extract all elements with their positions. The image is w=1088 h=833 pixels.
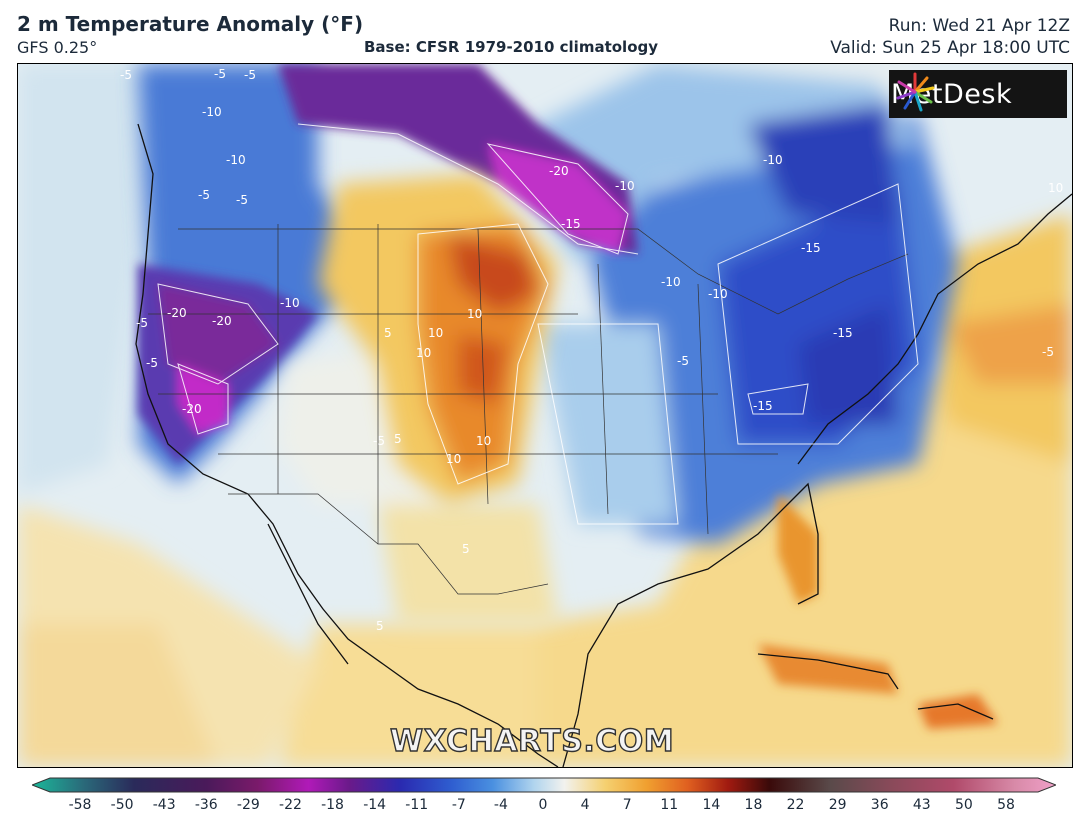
contour-label: 5 [384, 326, 392, 340]
contour-label: -5 [236, 193, 248, 207]
contour-label: 5 [394, 432, 402, 446]
colorbar-tick-label: -11 [405, 797, 429, 813]
colorbar-tick-label: -29 [236, 797, 260, 813]
contour-label: -5 [1042, 345, 1054, 359]
contour-label: 10 [467, 307, 483, 321]
wxcharts-watermark: WXCHARTS.COM [389, 723, 675, 759]
contour-label: 10 [476, 434, 492, 448]
colorbar-tick-label: -7 [451, 797, 466, 813]
colorbar-tick-label: -4 [493, 797, 508, 813]
contour-label: -10 [661, 275, 681, 289]
contour-lines [157, 123, 919, 525]
colorbar-tick-label: -43 [152, 797, 176, 813]
colorbar-tick-label: -22 [279, 797, 302, 813]
contour-label: -5 [120, 68, 132, 82]
map-canvas [18, 64, 1072, 767]
caribbean-warm-fill [758, 494, 998, 729]
contour-label: -10 [763, 153, 783, 167]
sunburst-icon [896, 72, 935, 112]
colorbar-tick-label: 18 [744, 797, 763, 813]
contour-label: 10 [1048, 181, 1064, 195]
contour-label: -20 [167, 306, 187, 320]
contour-label: -5 [146, 356, 158, 370]
contour-label: -5 [198, 188, 210, 202]
contour-label: -5 [214, 67, 226, 81]
contour-label: -20 [212, 314, 232, 328]
colorbar-tick-label: 4 [580, 797, 590, 813]
anomaly-map: MetDesk -5 -10 -10 -5 -20 -10 -15 -10 -1… [17, 63, 1073, 768]
contour-label: -15 [561, 217, 581, 231]
contour-label: 10 [428, 326, 444, 340]
contour-label: -10 [615, 179, 635, 193]
climatology-base-label: Base: CFSR 1979-2010 climatology [364, 38, 659, 56]
header: 2 m Temperature Anomaly (°F) GFS 0.25° B… [0, 0, 1088, 62]
contour-label: 5 [376, 619, 384, 633]
contour-label: 10 [446, 452, 462, 466]
contour-label: -5 [373, 434, 385, 448]
contour-label: -20 [182, 402, 202, 416]
colorbar-tick-label: 14 [702, 797, 721, 813]
colorbar-ticks: -58 -50 -43 -36 -29 -22 -18 -14 -11 -7 -4 0 4 7 11 14 18… [0, 797, 1088, 817]
colorbar-tick-label: -50 [110, 797, 134, 813]
contour-label: -10 [202, 105, 222, 119]
model-label: GFS 0.25° [17, 38, 98, 57]
colorbar-tick-label: 36 [870, 797, 889, 813]
contour-label: -15 [801, 241, 821, 255]
political-borders [148, 224, 909, 595]
contour-label: -5 [136, 316, 148, 330]
contour-label: -15 [753, 399, 773, 413]
metdesk-logo: MetDesk [889, 70, 1067, 118]
colorbar-tick-label: -18 [321, 797, 344, 813]
contour-label: -10 [226, 153, 246, 167]
colorbar-tick-label: 22 [786, 797, 805, 813]
valid-time-label: Valid: Sun 25 Apr 18:00 UTC [830, 38, 1070, 58]
colorbar [32, 777, 1056, 793]
coastlines [135, 123, 1072, 767]
colorbar-tick-label: 0 [538, 797, 548, 813]
contour-label: -10 [280, 296, 300, 310]
contour-label: 5 [462, 542, 470, 556]
colorbar-tick-label: 50 [954, 797, 973, 813]
colorbar-tick-label: -58 [68, 797, 92, 813]
colorbar-tick-label: -14 [363, 797, 387, 813]
chart-title: 2 m Temperature Anomaly (°F) [17, 12, 364, 36]
contour-label: -5 [677, 354, 689, 368]
colorbar-tick-label: 29 [828, 797, 847, 813]
colorbar-tick-label: -36 [194, 797, 218, 813]
contour-label: -10 [708, 287, 728, 301]
colorbar-tick-label: 43 [912, 797, 931, 813]
run-time-label: Run: Wed 21 Apr 12Z [888, 16, 1070, 36]
colorbar-tick-label: 58 [997, 797, 1015, 813]
contour-label: -5 [244, 68, 256, 82]
contour-label: -20 [549, 164, 569, 178]
contour-label: 10 [416, 346, 432, 360]
colorbar-tick-label: 11 [660, 797, 679, 813]
contour-label: -15 [833, 326, 853, 340]
colorbar-tick-label: 7 [622, 797, 632, 813]
